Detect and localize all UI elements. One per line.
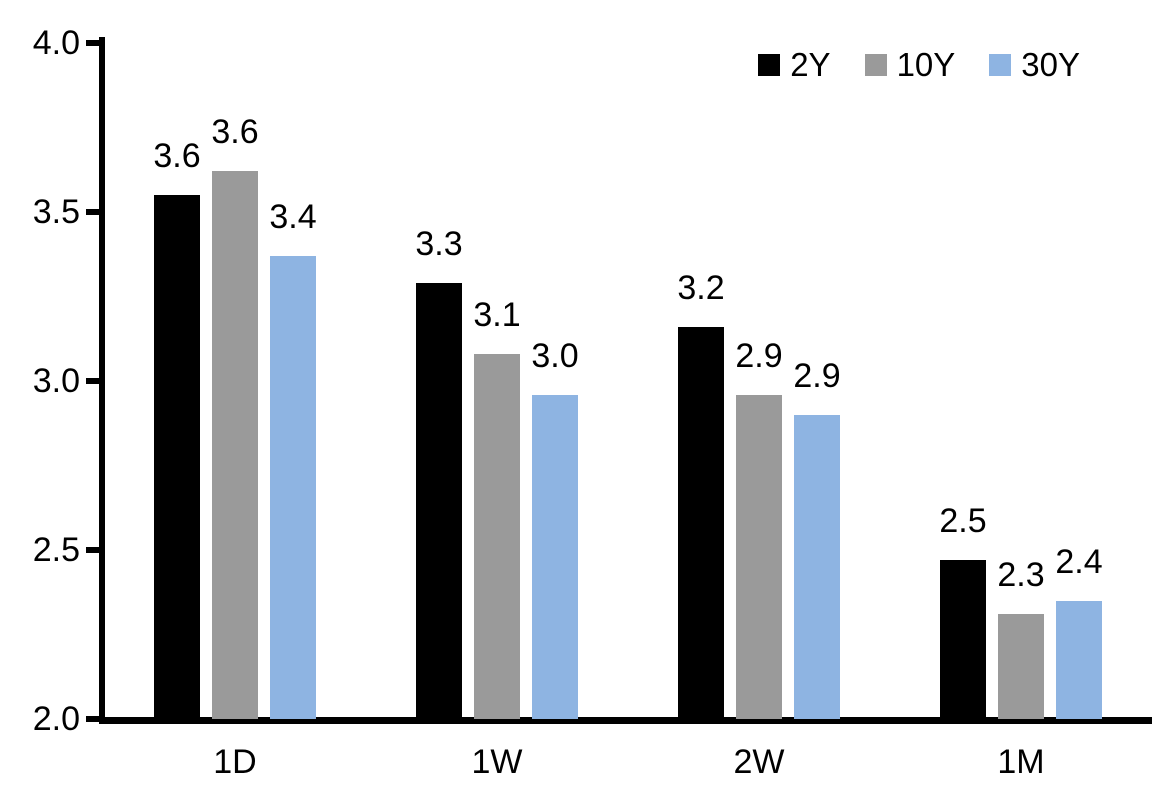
y-tick-label-3.0: 3.0 xyxy=(32,362,80,400)
x-category-label-1D: 1D xyxy=(213,743,257,781)
legend-label-10Y: 10Y xyxy=(896,46,956,83)
bar-10Y-1M xyxy=(998,614,1044,719)
value-label-2Y-1D: 3.6 xyxy=(153,137,201,176)
bar-30Y-1D xyxy=(270,255,316,719)
value-label-10Y-2W: 2.9 xyxy=(735,336,783,375)
x-axis-line xyxy=(99,717,1152,724)
value-label-30Y-1M: 2.4 xyxy=(1055,542,1103,581)
y-tick-mark-2.0 xyxy=(86,716,99,722)
y-tick-label-2.0: 2.0 xyxy=(32,700,80,738)
legend-label-2Y: 2Y xyxy=(790,46,831,83)
value-label-30Y-2W: 2.9 xyxy=(793,356,841,395)
legend-label-30Y: 30Y xyxy=(1021,46,1080,83)
bar-2Y-1M xyxy=(940,560,986,719)
x-category-label-1W: 1W xyxy=(471,743,523,781)
value-label-10Y-1W: 3.1 xyxy=(473,295,521,334)
bar-10Y-1D xyxy=(212,171,258,719)
legend-item-2Y: 2Y xyxy=(758,46,831,83)
legend-item-30Y: 30Y xyxy=(989,48,1080,81)
value-label-10Y-1D: 3.6 xyxy=(211,113,259,152)
y-tick-mark-3.0 xyxy=(86,378,99,384)
bar-30Y-2W xyxy=(794,414,840,719)
legend-swatch-2Y xyxy=(758,53,781,76)
y-axis-line xyxy=(99,37,105,724)
bar-2Y-2W xyxy=(678,326,724,719)
value-label-30Y-1W: 3.0 xyxy=(531,336,579,375)
x-category-label-1M: 1M xyxy=(997,743,1045,781)
value-label-2Y-1W: 3.3 xyxy=(415,224,463,263)
value-label-2Y-2W: 3.2 xyxy=(677,268,725,307)
legend: 2Y 10Y 30Y xyxy=(758,48,1080,81)
y-tick-label-4.0: 4.0 xyxy=(32,24,80,62)
x-category-label-2W: 2W xyxy=(733,743,785,781)
y-tick-mark-3.5 xyxy=(86,209,99,215)
value-label-2Y-1M: 2.5 xyxy=(939,502,987,541)
y-tick-mark-4.0 xyxy=(86,40,99,46)
bar-2Y-1D xyxy=(154,195,200,719)
legend-swatch-30Y xyxy=(989,53,1012,76)
y-tick-mark-2.5 xyxy=(86,547,99,553)
bar-10Y-2W xyxy=(736,394,782,719)
bar-30Y-1W xyxy=(532,394,578,719)
bar-10Y-1W xyxy=(474,353,520,719)
bar-2Y-1W xyxy=(416,282,462,719)
value-label-30Y-1D: 3.4 xyxy=(269,197,317,236)
value-label-10Y-1M: 2.3 xyxy=(997,556,1045,595)
legend-swatch-10Y xyxy=(864,53,887,76)
y-tick-label-2.5: 2.5 xyxy=(32,531,80,569)
legend-item-10Y: 10Y xyxy=(864,46,956,83)
bar-30Y-1M xyxy=(1056,600,1102,719)
y-tick-label-3.5: 3.5 xyxy=(32,193,80,231)
